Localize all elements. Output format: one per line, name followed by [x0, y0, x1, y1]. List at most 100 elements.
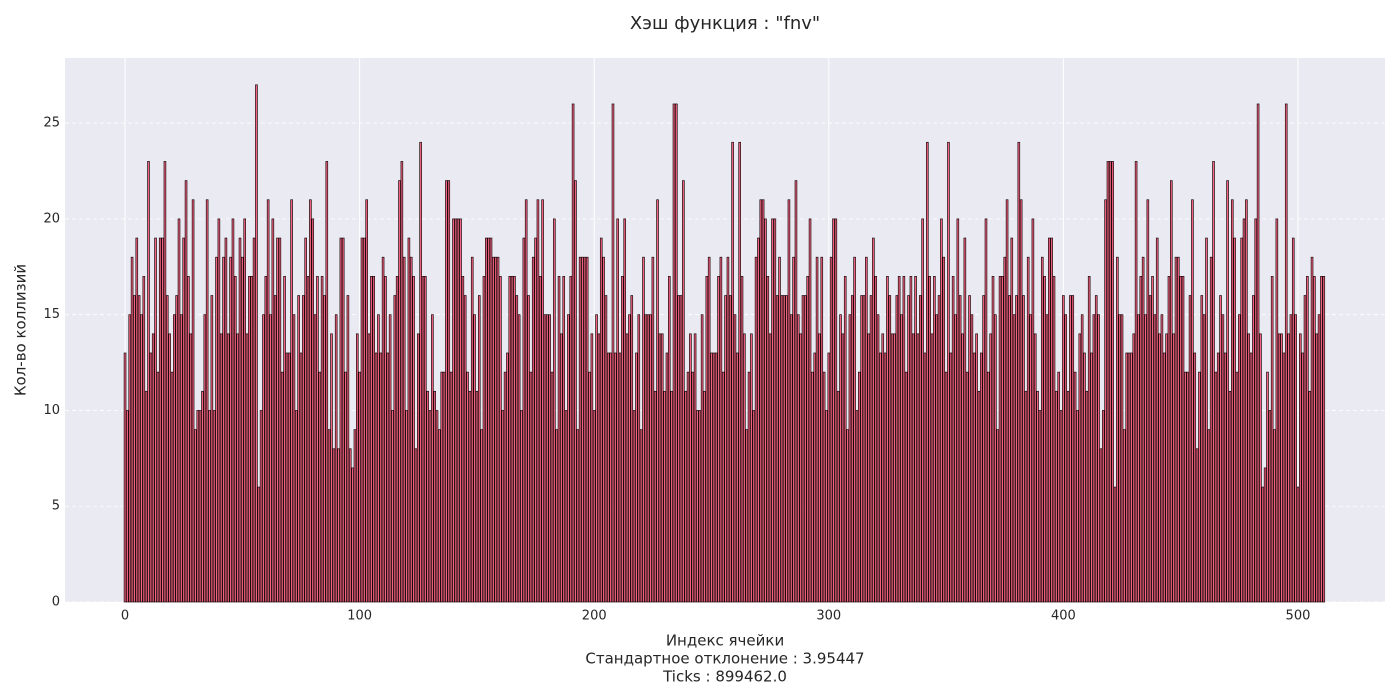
- bar: [449, 371, 453, 603]
- bar: [144, 390, 148, 603]
- bar: [231, 218, 235, 603]
- bar: [881, 333, 885, 603]
- bar: [182, 237, 185, 603]
- bar: [494, 256, 497, 603]
- x-tick-label: 400: [1051, 609, 1076, 624]
- bar: [323, 295, 326, 603]
- bar: [994, 314, 997, 603]
- chart-title: Хэш функция : "fnv": [630, 13, 820, 34]
- bar: [1249, 352, 1253, 603]
- bar: [1123, 429, 1126, 603]
- bar: [663, 390, 666, 603]
- bar: [1315, 333, 1319, 603]
- bar: [1289, 314, 1293, 603]
- bar: [1048, 237, 1051, 603]
- bar: [761, 199, 765, 603]
- bar: [1066, 390, 1070, 603]
- bar: [468, 390, 472, 603]
- bar: [677, 295, 680, 603]
- bar: [363, 237, 366, 603]
- bar: [1209, 256, 1213, 603]
- bar: [806, 276, 809, 603]
- bar: [1008, 295, 1011, 603]
- bar: [365, 199, 368, 603]
- bar: [1254, 218, 1258, 603]
- bar: [257, 486, 261, 603]
- bar: [1106, 161, 1110, 603]
- bar: [292, 314, 296, 603]
- bar: [721, 371, 725, 603]
- bar: [1118, 314, 1121, 603]
- bar: [848, 314, 852, 603]
- bar: [1055, 390, 1058, 603]
- bar: [609, 352, 612, 603]
- bar: [660, 333, 664, 603]
- bar: [968, 295, 971, 603]
- x-axis-label: Индекс ячейки: [666, 632, 784, 650]
- bar: [402, 256, 406, 603]
- bar: [1033, 333, 1037, 603]
- bar: [1240, 237, 1243, 603]
- bar: [1242, 218, 1246, 603]
- bar: [675, 103, 678, 603]
- bar: [372, 276, 375, 603]
- bar: [522, 237, 526, 603]
- bar: [236, 333, 239, 603]
- bar: [440, 371, 444, 603]
- bar: [538, 276, 542, 603]
- bar: [886, 276, 889, 603]
- bar: [248, 276, 251, 603]
- bar: [731, 141, 734, 603]
- bar: [738, 141, 741, 603]
- bar: [895, 295, 899, 603]
- bar: [506, 352, 509, 603]
- bar: [1212, 161, 1215, 603]
- bar: [1167, 276, 1171, 603]
- bar: [623, 218, 627, 603]
- bar: [309, 199, 312, 603]
- bar: [827, 352, 831, 603]
- bar: [473, 314, 476, 603]
- bar: [173, 314, 176, 603]
- bar: [332, 448, 336, 603]
- bar: [1287, 333, 1290, 603]
- bar: [1101, 410, 1105, 603]
- bar: [290, 199, 293, 603]
- bar: [656, 199, 659, 603]
- bar: [1275, 218, 1279, 603]
- bar: [1247, 333, 1250, 603]
- x-tick-label: 0: [121, 609, 129, 624]
- bar: [238, 237, 242, 603]
- bar: [135, 237, 139, 603]
- bar: [276, 237, 279, 603]
- bar: [696, 410, 699, 603]
- bar: [1273, 429, 1276, 603]
- bar: [860, 295, 863, 603]
- bar: [1099, 448, 1103, 603]
- bar: [339, 237, 343, 603]
- bar: [1097, 314, 1100, 603]
- bar: [1188, 295, 1192, 603]
- bar: [184, 180, 188, 603]
- bar: [379, 352, 383, 603]
- bar: [470, 256, 474, 603]
- bar: [496, 256, 500, 603]
- bar: [1179, 276, 1182, 603]
- bar: [212, 410, 216, 603]
- bar: [768, 333, 772, 603]
- bar: [972, 352, 976, 603]
- bar: [318, 371, 322, 603]
- bar: [597, 333, 601, 603]
- bar: [822, 371, 826, 603]
- bar: [1085, 390, 1089, 603]
- bar: [562, 276, 566, 603]
- bar: [1069, 295, 1072, 603]
- bar: [1228, 390, 1232, 603]
- bar: [700, 314, 704, 603]
- bar: [665, 352, 669, 603]
- bar: [416, 333, 420, 603]
- bar: [1036, 390, 1039, 603]
- bar: [707, 256, 711, 603]
- bar: [348, 448, 352, 603]
- bar: [625, 333, 629, 603]
